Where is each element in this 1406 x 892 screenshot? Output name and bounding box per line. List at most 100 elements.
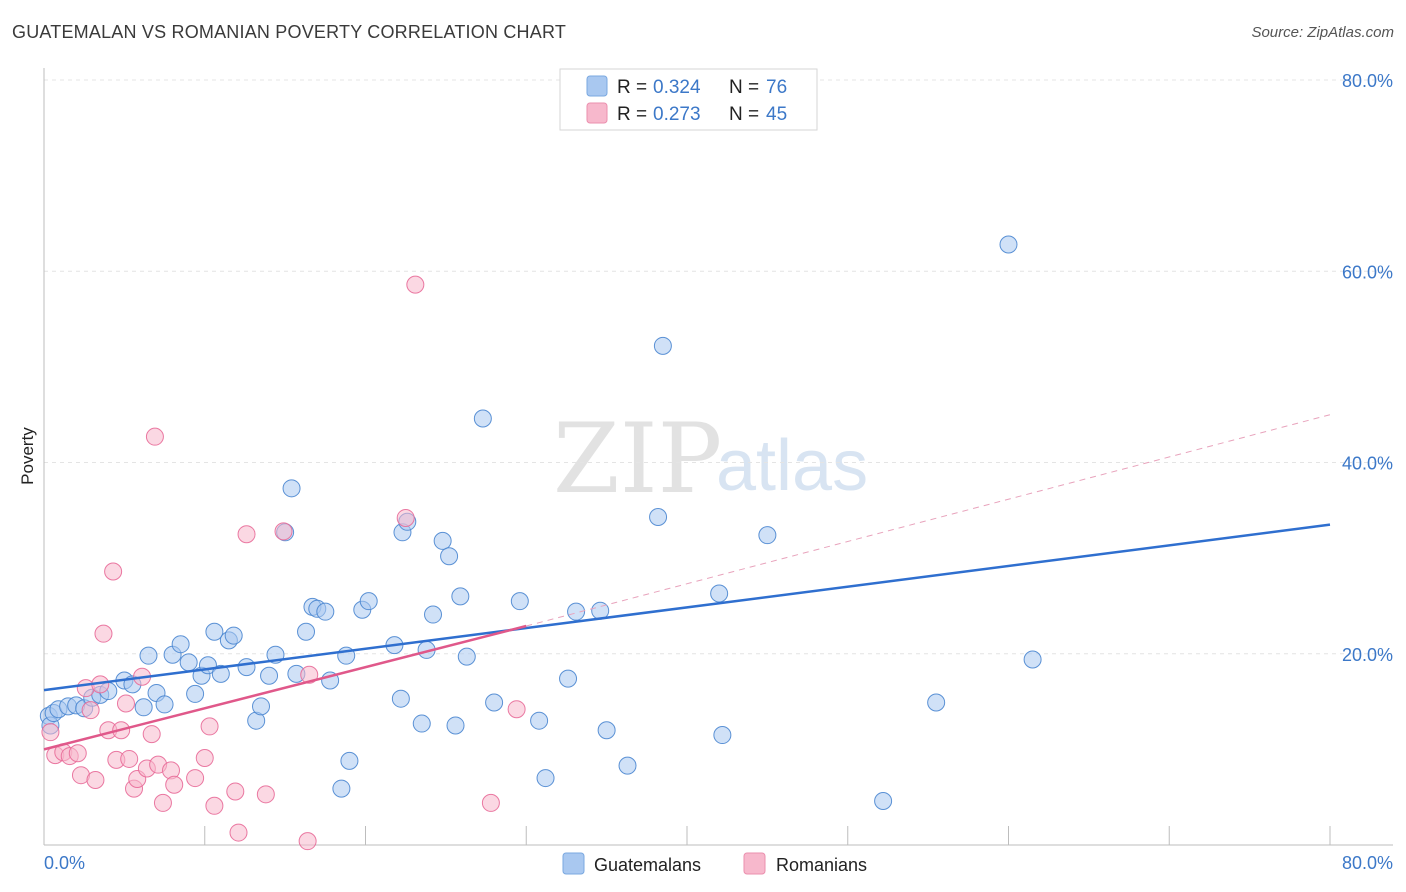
point-romanians-31 (226, 782, 245, 801)
point-romanians-15 (116, 694, 135, 713)
point-romanians-16 (120, 749, 139, 768)
point-guatemalans-59 (530, 711, 549, 730)
y-tick-label-40: 40.0% (1342, 454, 1393, 474)
point-romanians-34 (256, 785, 275, 804)
legend-r-value-0: 0.324 (653, 77, 701, 98)
point-romanians-37 (300, 665, 319, 684)
point-guatemalans-39 (332, 779, 351, 798)
legend-r-label-0: R = (617, 77, 647, 98)
point-guatemalans-72 (927, 693, 946, 712)
point-guatemalans-17 (171, 635, 190, 654)
point-guatemalans-74 (1023, 650, 1042, 669)
point-guatemalans-70 (758, 526, 777, 545)
point-guatemalans-56 (473, 409, 492, 428)
point-romanians-12 (104, 562, 123, 581)
point-guatemalans-57 (485, 693, 504, 712)
point-guatemalans-18 (179, 653, 198, 672)
point-guatemalans-58 (510, 592, 529, 611)
legend: R = 0.324 N = 76 R = 0.273 N = 45 (559, 68, 818, 131)
legend-n-label-1: N = (729, 104, 759, 125)
y-tick-label-20: 20.0% (1342, 645, 1393, 665)
chart-title: GUATEMALAN VS ROMANIAN POVERTY CORRELATI… (12, 22, 567, 42)
point-guatemalans-41 (340, 751, 359, 770)
point-guatemalans-64 (597, 721, 616, 740)
point-guatemalans-68 (710, 584, 729, 603)
point-guatemalans-13 (139, 646, 158, 665)
point-romanians-36 (298, 832, 317, 851)
point-romanians-28 (195, 748, 214, 767)
grid-lines (44, 79, 1393, 655)
point-guatemalans-53 (446, 716, 465, 735)
point-guatemalans-15 (155, 695, 174, 714)
point-guatemalans-48 (412, 714, 431, 733)
bottom-legend-swatch-guatemalans (562, 852, 585, 875)
point-romanians-4 (68, 744, 87, 763)
point-romanians-41 (507, 700, 526, 719)
series-romanians (41, 275, 526, 851)
point-guatemalans-66 (649, 508, 668, 527)
y-tick-labels: 20.0% 40.0% 60.0% 80.0% (1342, 71, 1393, 665)
trend-romanians (43, 624, 527, 751)
x-tick-label-min: 0.0% (44, 853, 85, 873)
series-guatemalans (39, 235, 1042, 811)
point-guatemalans-73 (999, 235, 1018, 254)
point-guatemalans-45 (391, 689, 410, 708)
point-guatemalans-69 (713, 726, 732, 745)
legend-r-label-1: R = (617, 104, 647, 125)
point-guatemalans-54 (451, 587, 470, 606)
bottom-legend-label-romanians: Romanians (776, 855, 867, 875)
point-romanians-35 (274, 522, 293, 541)
y-tick-label-60: 60.0% (1342, 262, 1393, 282)
point-guatemalans-62 (567, 602, 586, 621)
point-guatemalans-19 (186, 684, 205, 703)
y-tick-label-80: 80.0% (1342, 71, 1393, 91)
point-guatemalans-71 (874, 792, 893, 811)
point-guatemalans-67 (653, 336, 672, 355)
point-romanians-7 (81, 701, 100, 720)
x-tick-label-max: 80.0% (1342, 853, 1393, 873)
legend-swatch-guatemalans (586, 75, 608, 97)
x-ticks (204, 826, 1331, 845)
point-guatemalans-61 (559, 669, 578, 688)
point-romanians-30 (205, 796, 224, 815)
y-axis-title: Poverty (18, 427, 37, 485)
point-guatemalans-37 (316, 602, 335, 621)
point-romanians-29 (200, 717, 219, 736)
point-guatemalans-28 (252, 697, 271, 716)
legend-r-value-1: 0.273 (653, 104, 701, 125)
point-guatemalans-12 (134, 698, 153, 717)
point-guatemalans-43 (359, 592, 378, 611)
point-romanians-27 (186, 769, 205, 788)
point-romanians-22 (145, 427, 164, 446)
point-romanians-0 (41, 723, 60, 742)
trend-guatemalans (43, 523, 1331, 692)
point-guatemalans-50 (424, 605, 443, 624)
source-label: Source: ZipAtlas.com (1251, 24, 1394, 41)
legend-n-value-0: 76 (766, 77, 787, 98)
point-romanians-39 (406, 275, 425, 294)
point-romanians-26 (165, 775, 184, 794)
bottom-legend-swatch-romanians (743, 852, 766, 875)
point-guatemalans-52 (440, 547, 459, 566)
legend-n-label-0: N = (729, 77, 759, 98)
point-guatemalans-22 (205, 622, 224, 641)
point-romanians-32 (229, 823, 248, 842)
legend-swatch-romanians (586, 102, 608, 124)
point-romanians-24 (153, 793, 172, 812)
watermark-atlas: atlas (716, 426, 868, 506)
bottom-legend-label-guatemalans: Guatemalans (594, 855, 701, 875)
point-guatemalans-29 (260, 666, 279, 685)
point-romanians-8 (86, 770, 105, 789)
point-romanians-10 (94, 624, 113, 643)
point-guatemalans-51 (433, 531, 452, 550)
point-romanians-21 (142, 725, 161, 744)
point-romanians-38 (396, 508, 415, 527)
point-romanians-33 (237, 525, 256, 544)
trend-lines (43, 414, 1331, 751)
point-guatemalans-32 (282, 479, 301, 498)
point-guatemalans-26 (237, 658, 256, 677)
point-guatemalans-55 (457, 647, 476, 666)
point-guatemalans-60 (536, 769, 555, 788)
point-guatemalans-65 (618, 756, 637, 775)
